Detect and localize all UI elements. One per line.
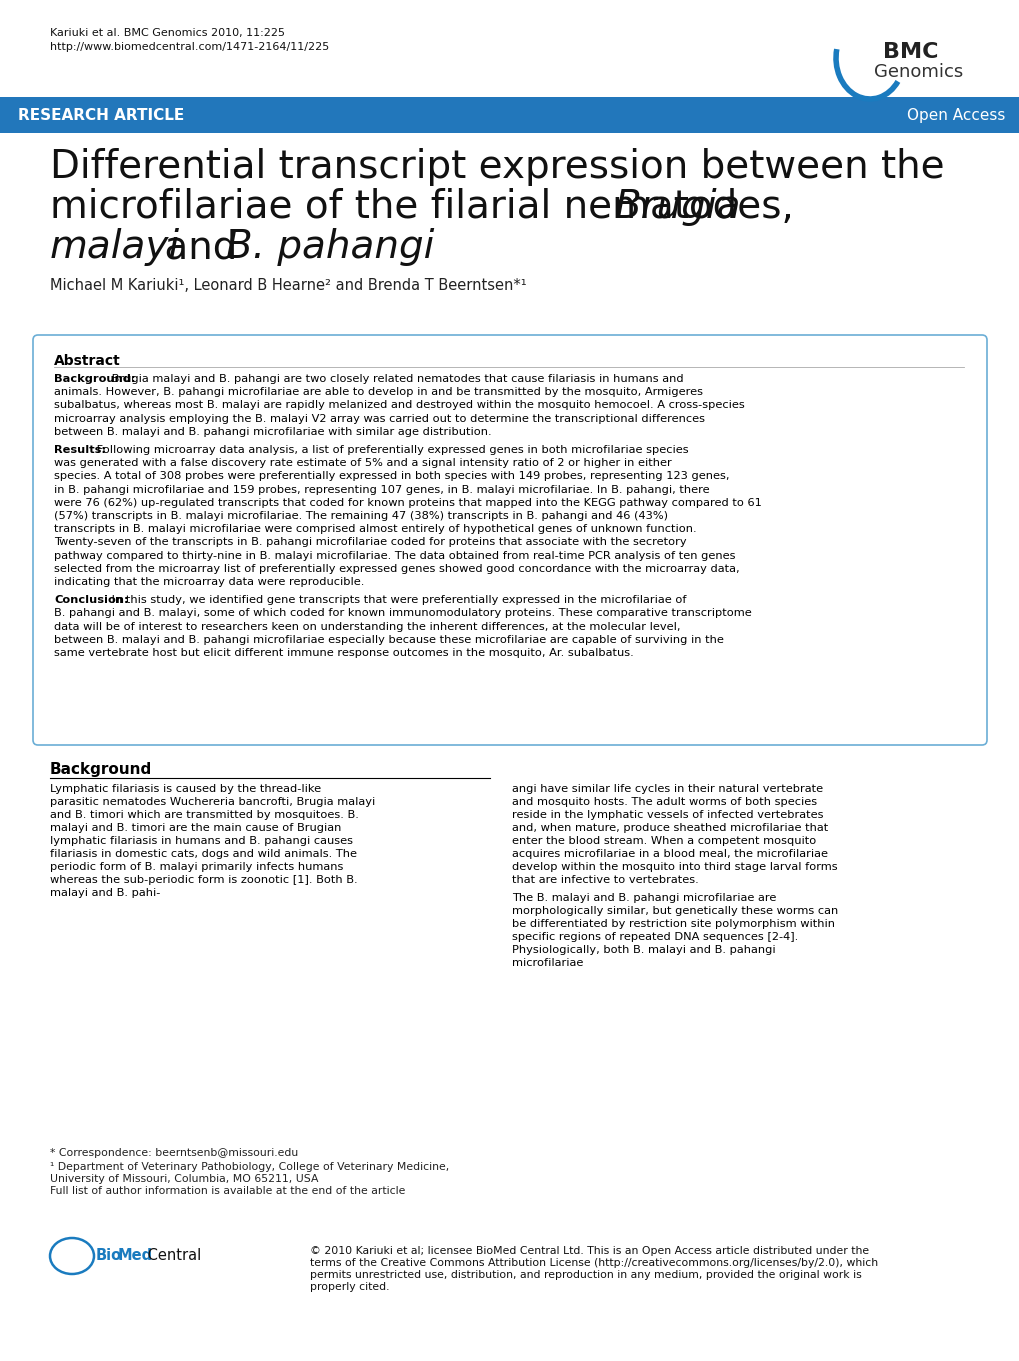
Text: University of Missouri, Columbia, MO 65211, USA: University of Missouri, Columbia, MO 652… <box>50 1175 318 1184</box>
Text: selected from the microarray list of preferentially expressed genes showed good : selected from the microarray list of pre… <box>54 563 739 574</box>
Text: Open Access: Open Access <box>906 108 1004 122</box>
Text: species. A total of 308 probes were preferentially expressed in both species wit: species. A total of 308 probes were pref… <box>54 471 729 482</box>
Text: Kariuki et al. BMC Genomics 2010, 11:225: Kariuki et al. BMC Genomics 2010, 11:225 <box>50 29 284 38</box>
Text: and, when mature, produce sheathed microfilariae that: and, when mature, produce sheathed micro… <box>512 823 827 833</box>
Text: Lymphatic filariasis is caused by the thread-like: Lymphatic filariasis is caused by the th… <box>50 784 321 793</box>
Text: malayi: malayi <box>50 229 180 265</box>
Text: same vertebrate host but elicit different immune response outcomes in the mosqui: same vertebrate host but elicit differen… <box>54 648 633 657</box>
Text: Med: Med <box>118 1248 153 1263</box>
Text: specific regions of repeated DNA sequences [2-4].: specific regions of repeated DNA sequenc… <box>512 932 798 942</box>
Text: Twenty-seven of the transcripts in B. pahangi microfilariae coded for proteins t: Twenty-seven of the transcripts in B. pa… <box>54 538 686 547</box>
Text: that are infective to vertebrates.: that are infective to vertebrates. <box>512 875 698 885</box>
Text: Abstract: Abstract <box>54 354 120 367</box>
Text: Background:: Background: <box>54 374 136 384</box>
Text: in B. pahangi microfilariae and 159 probes, representing 107 genes, in B. malayi: in B. pahangi microfilariae and 159 prob… <box>54 485 709 494</box>
Text: periodic form of B. malayi primarily infects humans: periodic form of B. malayi primarily inf… <box>50 862 343 872</box>
Text: enter the blood stream. When a competent mosquito: enter the blood stream. When a competent… <box>512 836 815 847</box>
Text: B. pahangi: B. pahangi <box>226 229 434 265</box>
Text: pathway compared to thirty-nine in B. malayi microfilariae. The data obtained fr: pathway compared to thirty-nine in B. ma… <box>54 551 735 561</box>
Text: Physiologically, both B. malayi and B. pahangi: Physiologically, both B. malayi and B. p… <box>512 945 774 955</box>
Text: whereas the sub-periodic form is zoonotic [1]. Both B.: whereas the sub-periodic form is zoonoti… <box>50 875 358 885</box>
Text: Following microarray data analysis, a list of preferentially expressed genes in : Following microarray data analysis, a li… <box>94 445 688 455</box>
Text: B. pahangi and B. malayi, some of which coded for known immunomodulatory protein: B. pahangi and B. malayi, some of which … <box>54 608 751 618</box>
Text: and B. timori which are transmitted by mosquitoes. B.: and B. timori which are transmitted by m… <box>50 810 359 819</box>
Text: Central: Central <box>143 1248 201 1263</box>
Text: (57%) transcripts in B. malayi microfilariae. The remaining 47 (38%) transcripts: (57%) transcripts in B. malayi microfila… <box>54 510 667 521</box>
Text: was generated with a false discovery rate estimate of 5% and a signal intensity : was generated with a false discovery rat… <box>54 459 672 468</box>
Text: morphologically similar, but genetically these worms can: morphologically similar, but genetically… <box>512 906 838 916</box>
Text: between B. malayi and B. pahangi microfilariae especially because these microfil: between B. malayi and B. pahangi microfi… <box>54 634 723 645</box>
Text: © 2010 Kariuki et al; licensee BioMed Central Ltd. This is an Open Access articl: © 2010 Kariuki et al; licensee BioMed Ce… <box>310 1247 868 1256</box>
Text: In this study, we identified gene transcripts that were preferentially expressed: In this study, we identified gene transc… <box>108 595 686 606</box>
Text: Brugia malayi and B. pahangi are two closely related nematodes that cause filari: Brugia malayi and B. pahangi are two clo… <box>108 374 683 384</box>
Text: microfilariae: microfilariae <box>512 958 583 968</box>
Text: parasitic nematodes Wuchereria bancrofti, Brugia malayi: parasitic nematodes Wuchereria bancrofti… <box>50 798 375 807</box>
Text: Background: Background <box>50 762 152 777</box>
Text: malayi and B. timori are the main cause of Brugian: malayi and B. timori are the main cause … <box>50 823 341 833</box>
Text: http://www.biomedcentral.com/1471-2164/11/225: http://www.biomedcentral.com/1471-2164/1… <box>50 42 329 52</box>
Text: properly cited.: properly cited. <box>310 1282 389 1292</box>
Text: transcripts in B. malayi microfilariae were comprised almost entirely of hypothe: transcripts in B. malayi microfilariae w… <box>54 524 696 535</box>
Text: ¹ Department of Veterinary Pathobiology, College of Veterinary Medicine,: ¹ Department of Veterinary Pathobiology,… <box>50 1162 448 1172</box>
Text: microarray analysis employing the B. malayi V2 array was carried out to determin: microarray analysis employing the B. mal… <box>54 414 704 423</box>
Text: Michael M Kariuki¹, Leonard B Hearne² and Brenda T Beerntsen*¹: Michael M Kariuki¹, Leonard B Hearne² an… <box>50 278 526 293</box>
Text: and: and <box>152 229 250 265</box>
Text: Conclusion:: Conclusion: <box>54 595 128 606</box>
Text: were 76 (62%) up-regulated transcripts that coded for known proteins that mapped: were 76 (62%) up-regulated transcripts t… <box>54 498 761 508</box>
Text: and mosquito hosts. The adult worms of both species: and mosquito hosts. The adult worms of b… <box>512 798 816 807</box>
Text: between B. malayi and B. pahangi microfilariae with similar age distribution.: between B. malayi and B. pahangi microfi… <box>54 427 491 437</box>
Text: data will be of interest to researchers keen on understanding the inherent diffe: data will be of interest to researchers … <box>54 622 680 632</box>
Text: Results:: Results: <box>54 445 106 455</box>
Text: lymphatic filariasis in humans and B. pahangi causes: lymphatic filariasis in humans and B. pa… <box>50 836 353 847</box>
Text: Differential transcript expression between the: Differential transcript expression betwe… <box>50 148 944 186</box>
Text: RESEARCH ARTICLE: RESEARCH ARTICLE <box>18 108 184 122</box>
Text: Bio: Bio <box>96 1248 122 1263</box>
Text: subalbatus, whereas most B. malayi are rapidly melanized and destroyed within th: subalbatus, whereas most B. malayi are r… <box>54 400 744 411</box>
Text: develop within the mosquito into third stage larval forms: develop within the mosquito into third s… <box>512 862 837 872</box>
Text: * Correspondence: beerntsenb@missouri.edu: * Correspondence: beerntsenb@missouri.ed… <box>50 1147 298 1158</box>
Text: Genomics: Genomics <box>873 63 962 82</box>
Bar <box>0 97 1019 133</box>
Text: angi have similar life cycles in their natural vertebrate: angi have similar life cycles in their n… <box>512 784 822 793</box>
Text: terms of the Creative Commons Attribution License (http://creativecommons.org/li: terms of the Creative Commons Attributio… <box>310 1258 877 1268</box>
Text: animals. However, B. pahangi microfilariae are able to develop in and be transmi: animals. However, B. pahangi microfilari… <box>54 387 702 397</box>
Text: Full list of author information is available at the end of the article: Full list of author information is avail… <box>50 1185 405 1196</box>
Text: BMC: BMC <box>882 42 937 63</box>
Text: permits unrestricted use, distribution, and reproduction in any medium, provided: permits unrestricted use, distribution, … <box>310 1270 861 1279</box>
Text: be differentiated by restriction site polymorphism within: be differentiated by restriction site po… <box>512 919 835 930</box>
Text: reside in the lymphatic vessels of infected vertebrates: reside in the lymphatic vessels of infec… <box>512 810 822 819</box>
Text: acquires microfilariae in a blood meal, the microfilariae: acquires microfilariae in a blood meal, … <box>512 849 827 859</box>
FancyBboxPatch shape <box>33 335 986 744</box>
Text: microfilariae of the filarial nematodes,: microfilariae of the filarial nematodes, <box>50 188 805 226</box>
Text: indicating that the microarray data were reproducible.: indicating that the microarray data were… <box>54 577 364 587</box>
Text: The B. malayi and B. pahangi microfilariae are: The B. malayi and B. pahangi microfilari… <box>512 893 775 902</box>
Text: malayi and B. pahi-: malayi and B. pahi- <box>50 887 160 898</box>
Text: Brugia: Brugia <box>614 188 741 226</box>
Ellipse shape <box>50 1239 94 1274</box>
Text: filariasis in domestic cats, dogs and wild animals. The: filariasis in domestic cats, dogs and wi… <box>50 849 357 859</box>
